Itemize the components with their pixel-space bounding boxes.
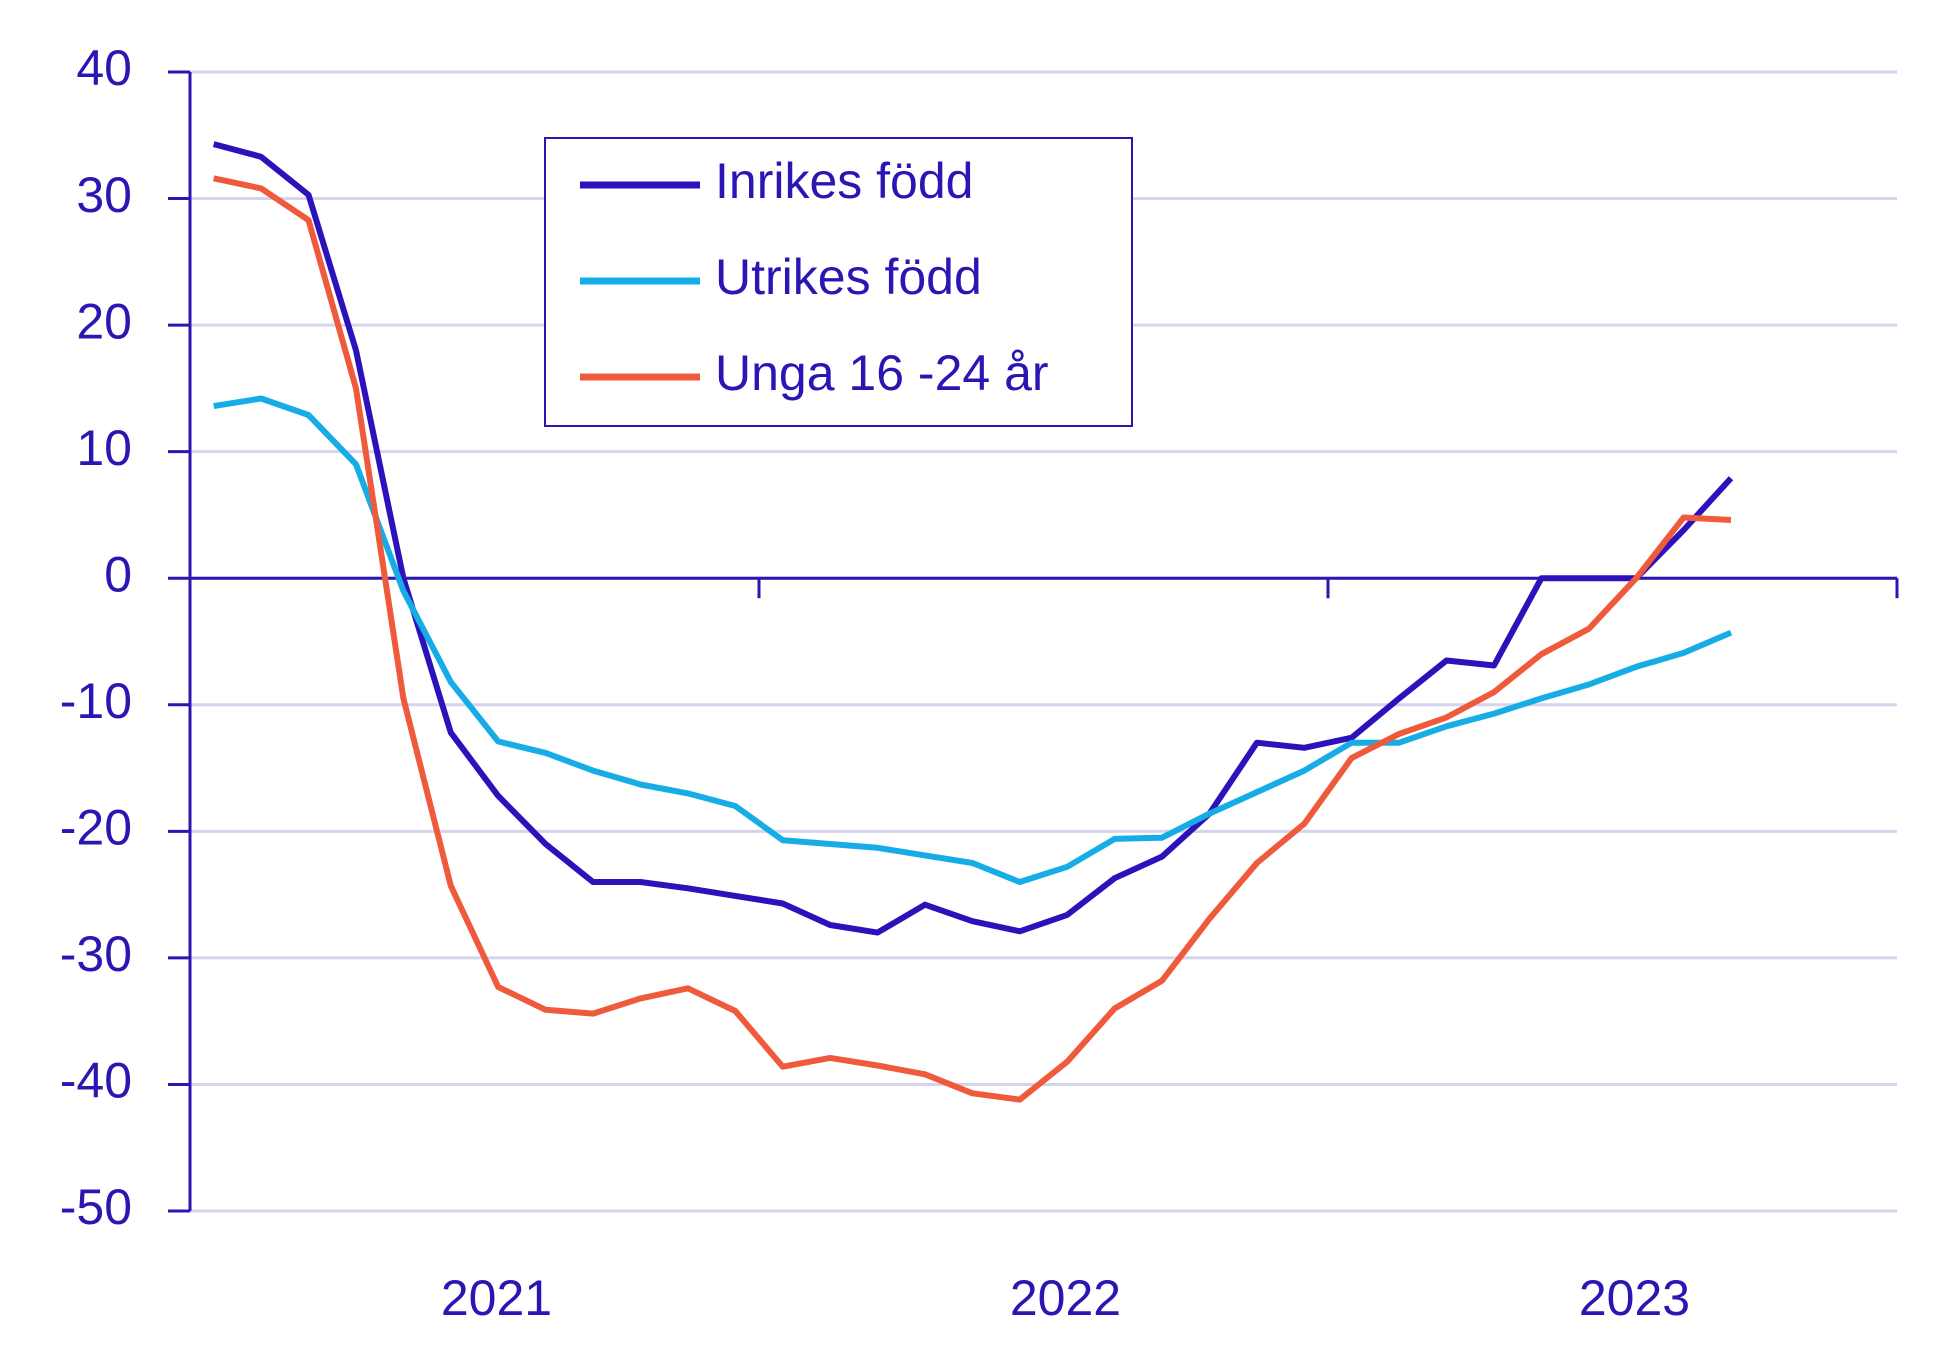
y-tick-label: -50 (60, 1179, 132, 1235)
series-line (213, 175, 1732, 1103)
legend-label: Inrikes född (715, 153, 973, 209)
y-tick-label: 40 (76, 40, 132, 96)
y-tick-label: 30 (76, 167, 132, 223)
legend-label: Utrikes född (715, 249, 982, 305)
y-tick-label: -10 (60, 673, 132, 729)
legend-label: Unga 16 -24 år (715, 345, 1049, 401)
x-tick-label: 2022 (1010, 1270, 1121, 1326)
y-tick-label: -20 (60, 800, 132, 856)
x-tick-label: 2021 (441, 1270, 552, 1326)
series-line (213, 395, 1733, 885)
y-tick-label: 0 (104, 546, 132, 602)
y-tick-label: -30 (60, 926, 132, 982)
series-line (212, 141, 1734, 936)
x-tick-label: 2023 (1579, 1270, 1690, 1326)
y-tick-label: -40 (60, 1053, 132, 1109)
y-tick-label: 10 (76, 420, 132, 476)
y-tick-label: 20 (76, 293, 132, 349)
